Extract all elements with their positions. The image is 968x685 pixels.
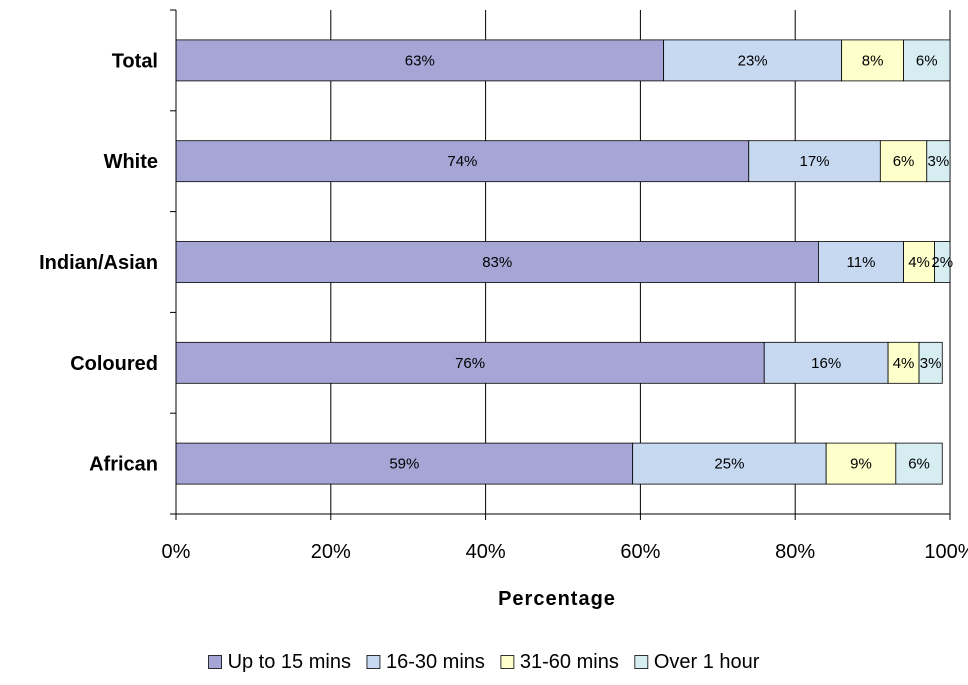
data-label: 6% bbox=[916, 52, 938, 69]
labels: 0% 20% 40% 60% 80% 100% 63% 23% 8% 6% Total 74% 17% 6… bbox=[39, 50, 968, 563]
data-label: 8% bbox=[862, 52, 884, 69]
data-label: 59% bbox=[389, 456, 419, 473]
bars bbox=[175, 39, 951, 485]
data-label: 74% bbox=[447, 153, 477, 170]
bar-segment bbox=[903, 241, 935, 283]
data-label: 4% bbox=[893, 355, 915, 372]
legend-label: Over 1 hour bbox=[654, 651, 760, 673]
data-label: 4% bbox=[908, 254, 930, 271]
data-label: 6% bbox=[893, 153, 915, 170]
x-tick-label: 40% bbox=[466, 541, 506, 563]
data-label: 76% bbox=[455, 355, 485, 372]
legend-swatch bbox=[366, 655, 381, 669]
data-label: 11% bbox=[847, 254, 876, 271]
legend: Up to 15 mins 16-30 mins 31-60 mins Over 1 … bbox=[208, 651, 760, 673]
data-label: 3% bbox=[928, 153, 950, 170]
bar-segment bbox=[934, 241, 951, 283]
legend-swatch bbox=[208, 655, 222, 669]
x-tick-label: 20% bbox=[311, 541, 351, 563]
data-label: 83% bbox=[482, 254, 512, 271]
legend-swatch bbox=[634, 655, 649, 669]
bar-segment bbox=[895, 442, 943, 485]
legend-swatch bbox=[500, 655, 515, 669]
bar-segment bbox=[926, 140, 951, 183]
category-label: African bbox=[89, 454, 158, 476]
data-label: 6% bbox=[908, 456, 930, 473]
bar-segment bbox=[887, 341, 920, 384]
bar-segment bbox=[175, 341, 765, 384]
x-tick-label: 100% bbox=[924, 541, 968, 563]
category-label: Indian/Asian bbox=[39, 252, 158, 274]
data-label: 17% bbox=[800, 153, 830, 170]
bar-segment bbox=[818, 241, 904, 283]
legend-label: Up to 15 mins bbox=[228, 651, 351, 673]
bar-segment bbox=[175, 39, 665, 82]
category-label: Coloured bbox=[70, 353, 158, 375]
x-tick-label: 0% bbox=[162, 541, 191, 563]
x-axis-title: Percentage bbox=[498, 588, 616, 610]
bar-segment bbox=[175, 140, 750, 183]
bar-segment bbox=[763, 341, 889, 384]
bar-segment bbox=[175, 241, 819, 283]
axes bbox=[170, 9, 951, 520]
category-label: White bbox=[104, 151, 158, 173]
data-label: 2% bbox=[931, 254, 953, 271]
bar-segment bbox=[918, 341, 943, 384]
legend-label: 16-30 mins bbox=[386, 651, 485, 673]
data-label: 63% bbox=[405, 52, 435, 69]
data-label: 23% bbox=[738, 52, 768, 69]
legend-label: 31-60 mins bbox=[520, 651, 619, 673]
bar-segment bbox=[632, 442, 827, 485]
bar-segment bbox=[879, 140, 928, 183]
x-tick-label: 80% bbox=[775, 541, 815, 563]
data-label: 9% bbox=[850, 456, 872, 473]
data-label: 16% bbox=[811, 355, 841, 372]
x-tick-label: 60% bbox=[620, 541, 660, 563]
data-label: 3% bbox=[920, 355, 942, 372]
bar-segment bbox=[903, 39, 951, 82]
bar-segment bbox=[748, 140, 881, 183]
category-label: Total bbox=[112, 50, 158, 72]
data-label: 25% bbox=[714, 456, 744, 473]
